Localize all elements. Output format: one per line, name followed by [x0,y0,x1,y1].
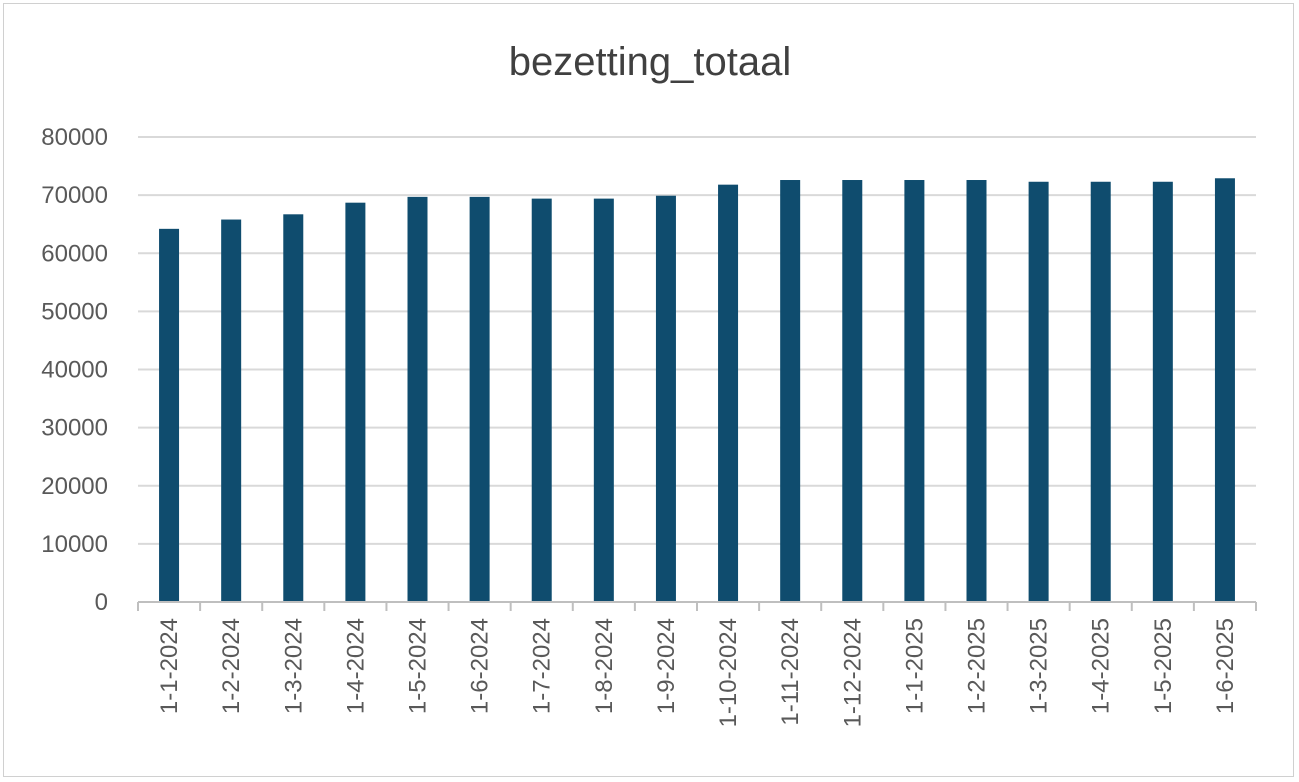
bar [1152,181,1173,602]
bar [469,196,490,602]
y-axis: 0 10000 20000 30000 40000 50000 60000 70000 8000… [41,124,108,616]
y-tick-label: 20000 [41,473,108,500]
x-tick-label: 1-11-2024 [777,618,804,726]
bar [1028,181,1049,602]
bar [345,202,366,602]
x-tick-label: 1-2-2024 [218,618,245,714]
bar [1090,181,1111,602]
x-tick-label: 1-9-2024 [653,618,680,714]
x-tick-label: 1-3-2025 [1026,618,1053,714]
bar [407,196,428,602]
y-tick-label: 30000 [41,415,108,442]
x-tick-label: 1-2-2025 [964,618,991,714]
bar [159,228,180,602]
y-tick-label: 10000 [41,531,108,558]
bar [531,198,552,603]
bar [655,195,676,603]
x-tick-label: 1-4-2024 [342,618,369,714]
bar [718,184,739,602]
bar [283,214,304,602]
y-tick-label: 0 [95,589,108,616]
bar [780,180,801,602]
bar [221,219,242,602]
y-tick-label: 50000 [41,298,108,325]
x-tick-label: 1-1-2024 [156,618,183,714]
gridlines [138,136,1256,545]
bar [904,180,925,602]
x-tick-label: 1-3-2024 [280,618,307,714]
x-tick-label: 1-12-2024 [839,618,866,727]
y-tick-label: 60000 [41,240,108,267]
bar [842,180,863,602]
x-tick-label: 1-8-2024 [591,618,618,714]
bar [1214,178,1235,603]
x-tick-label: 1-5-2024 [405,618,432,714]
x-tick-label: 1-6-2025 [1212,618,1239,714]
y-tick-label: 70000 [41,182,108,209]
chart-frame [3,3,1294,777]
y-tick-label: 40000 [41,357,108,384]
x-tick-label: 1-5-2025 [1150,618,1177,714]
bar [593,198,614,603]
bar [966,180,987,602]
x-tick-label: 1-10-2024 [715,618,742,727]
x-tick-label: 1-1-2025 [901,618,928,714]
x-axis: 1-1-2024 1-2-2024 1-3-2024 1-4-2024 1-5-2024… [137,601,1257,727]
bars [159,178,1235,603]
y-tick-label: 80000 [41,124,108,151]
x-tick-label: 1-7-2024 [529,618,556,714]
x-tick-label: 1-4-2025 [1088,618,1115,714]
x-tick-label: 1-6-2024 [467,618,494,714]
chart-title: bezetting_totaal [509,40,791,84]
